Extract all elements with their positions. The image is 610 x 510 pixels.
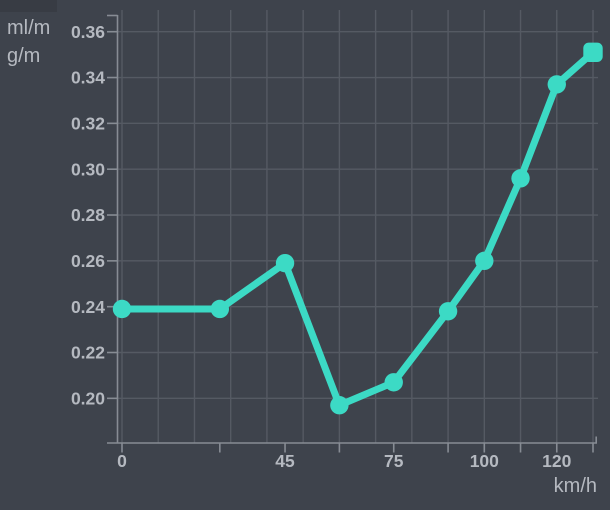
y-axis-unit-line1: ml/m (7, 17, 51, 39)
data-point (330, 396, 349, 415)
y-tick-label: 0.36 (71, 22, 105, 42)
x-axis-unit-label: km/h (553, 475, 597, 497)
x-tick-label: 100 (470, 451, 499, 471)
y-tick-label: 0.34 (71, 68, 105, 88)
y-axis-unit-line2: g/m (7, 45, 41, 67)
data-point (547, 75, 566, 94)
y-tick-label: 0.22 (71, 343, 105, 363)
data-point (210, 299, 230, 319)
y-tick-label: 0.26 (71, 251, 105, 271)
data-point (275, 253, 295, 273)
top-left-shade (0, 0, 57, 12)
y-tick-label: 0.28 (71, 205, 105, 225)
data-point (384, 373, 403, 392)
y-tick-label: 0.32 (71, 114, 105, 134)
data-point (475, 251, 494, 271)
data-point (112, 299, 132, 319)
y-axis-unit-label: ml/m g/m (7, 14, 50, 70)
data-point (438, 302, 458, 321)
y-tick-label: 0.20 (71, 389, 105, 409)
y-tick-label: 0.24 (71, 297, 105, 317)
x-tick-label: 120 (542, 451, 571, 471)
y-tick-label: 0.30 (71, 159, 105, 179)
x-tick-label: 75 (384, 451, 404, 471)
x-tick-label: 45 (275, 451, 295, 471)
data-point-last (583, 42, 603, 63)
x-tick-label: 0 (117, 451, 127, 471)
data-line (118, 48, 597, 409)
data-point (511, 169, 530, 188)
